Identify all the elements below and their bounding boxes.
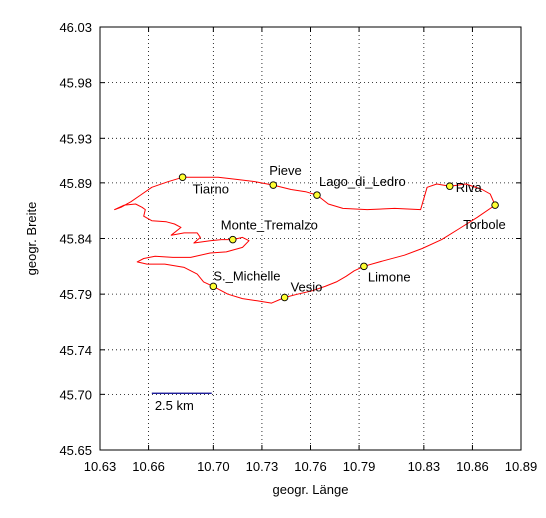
marker-vesio bbox=[280, 293, 289, 302]
label-vesio: Vesio bbox=[291, 279, 323, 294]
marker-lago-di-ledro bbox=[313, 191, 321, 199]
y-tick-label: 45.89 bbox=[59, 176, 92, 191]
marker-riva bbox=[446, 182, 454, 190]
label-s-michelle: S._Michelle bbox=[213, 268, 280, 283]
x-tick-label: 10.79 bbox=[343, 459, 376, 474]
x-tick-label: 10.83 bbox=[408, 459, 441, 474]
marker-limone bbox=[360, 262, 368, 271]
label-limone: Limone bbox=[368, 269, 411, 284]
y-tick-label: 45.74 bbox=[59, 343, 92, 358]
grid bbox=[100, 27, 521, 450]
y-tick-label: 45.79 bbox=[59, 287, 92, 302]
y-axis-title: geogr. Breite bbox=[24, 202, 39, 276]
marker-torbole bbox=[491, 201, 499, 209]
y-tick-label: 45.93 bbox=[59, 131, 92, 146]
y-tick-label: 45.70 bbox=[59, 387, 92, 402]
label-pieve: Pieve bbox=[269, 163, 302, 178]
label-torbole: Torbole bbox=[463, 217, 506, 232]
points-layer: Tiarno Pieve Lago_di_Ledro Riva Torbole Monte… bbox=[178, 163, 506, 302]
x-tick-label: 10.89 bbox=[505, 459, 538, 474]
y-tick-label: 45.65 bbox=[59, 443, 92, 458]
axis-ticks: 10.63 10.66 10.70 10.73 10.76 10.79 10.83 10.86… bbox=[59, 20, 537, 474]
label-tiarno: Tiarno bbox=[193, 181, 229, 196]
y-tick-label: 45.98 bbox=[59, 76, 92, 91]
plot-frame bbox=[99, 26, 522, 451]
label-riva: Riva bbox=[456, 180, 483, 195]
x-tick-label: 10.76 bbox=[294, 459, 327, 474]
scale-bar-label: 2.5 km bbox=[155, 398, 194, 413]
marker-tiarno bbox=[178, 173, 187, 182]
y-tick-label: 46.03 bbox=[59, 20, 92, 35]
y-tick-label: 45.84 bbox=[59, 232, 92, 247]
x-tick-label: 10.73 bbox=[246, 459, 279, 474]
label-monte-tremalzo: Monte_Tremalzo bbox=[221, 218, 318, 233]
marker-s-michelle bbox=[209, 282, 218, 291]
scale-bar: 2.5 km bbox=[151, 392, 212, 413]
marker-pieve bbox=[269, 181, 278, 189]
x-tick-label: 10.66 bbox=[132, 459, 165, 474]
label-lago-di-ledro: Lago_di_Ledro bbox=[319, 174, 406, 189]
x-tick-label: 10.86 bbox=[456, 459, 489, 474]
marker-monte-tremalzo bbox=[229, 235, 237, 244]
x-axis-title: geogr. Länge bbox=[273, 482, 349, 497]
x-tick-label: 10.63 bbox=[84, 459, 117, 474]
x-tick-label: 10.70 bbox=[197, 459, 230, 474]
